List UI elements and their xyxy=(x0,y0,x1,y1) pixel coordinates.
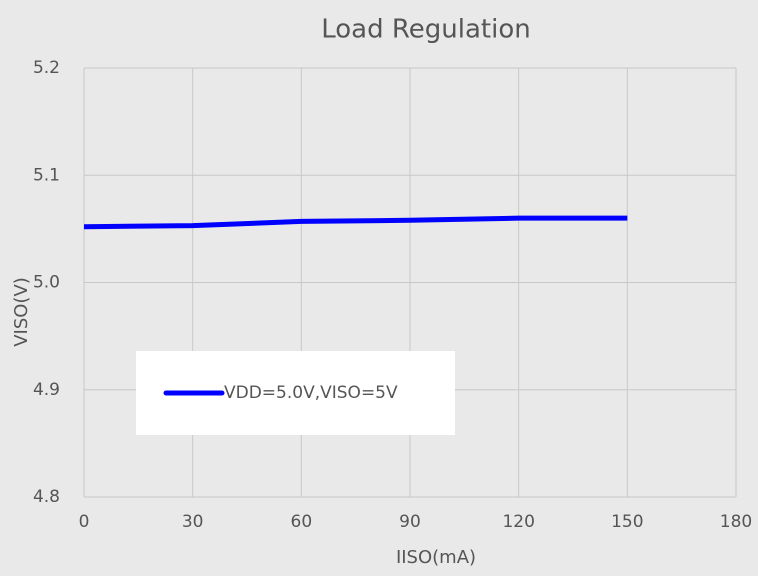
y-tick-label: 5.2 xyxy=(33,58,60,78)
x-tick-label: 60 xyxy=(291,512,313,532)
y-tick-label: 5.0 xyxy=(33,273,60,293)
y-tick-label: 5.1 xyxy=(33,165,60,185)
legend-label: VDD=5.0V,VISO=5V xyxy=(224,383,398,403)
chart-title: Load Regulation xyxy=(321,15,530,45)
y-axis-label: VISO(V) xyxy=(11,277,32,347)
x-tick-label: 90 xyxy=(399,512,421,532)
x-tick-label: 150 xyxy=(611,512,643,532)
data-line xyxy=(83,215,628,230)
x-tick-label: 0 xyxy=(79,512,90,532)
y-tick-label: 4.9 xyxy=(33,380,60,400)
x-tick-label: 30 xyxy=(182,512,204,532)
x-axis-label: IISO(mA) xyxy=(396,547,476,568)
x-tick-label: 120 xyxy=(502,512,534,532)
y-tick-label: 4.8 xyxy=(33,487,60,507)
x-tick-label: 180 xyxy=(720,512,752,532)
